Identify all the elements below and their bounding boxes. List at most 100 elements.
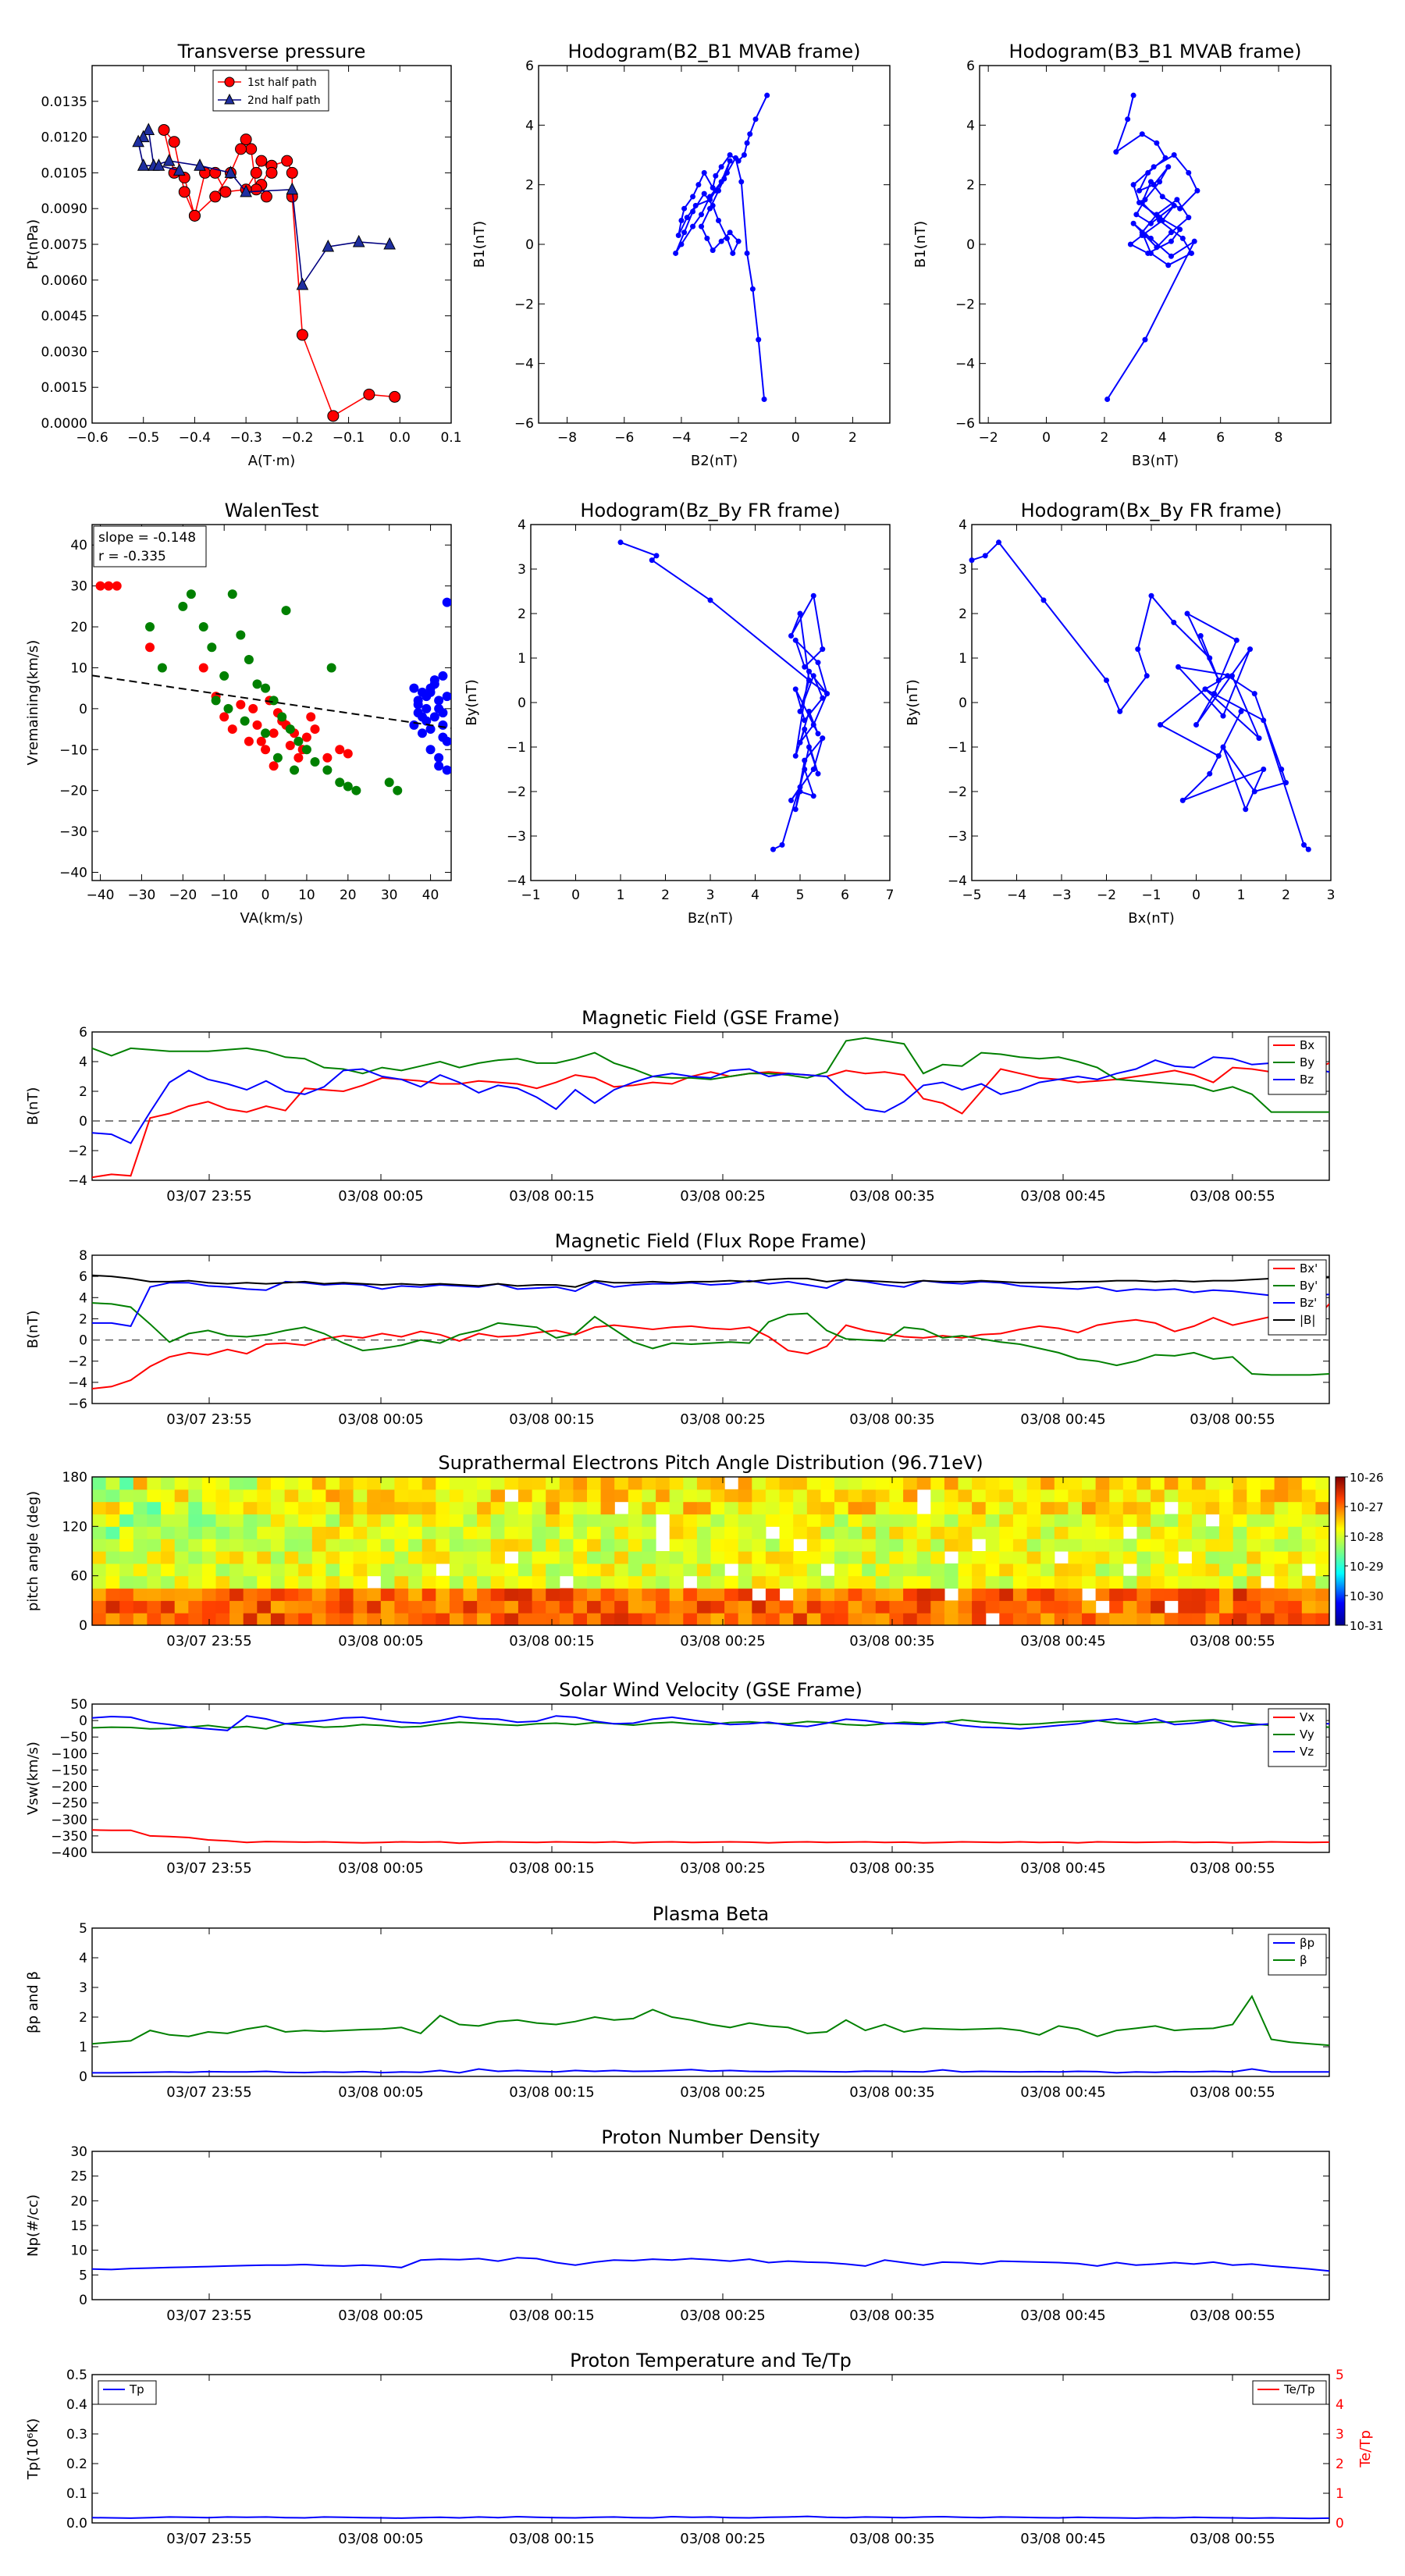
pad-cell: [765, 1551, 781, 1564]
pad-cell: [875, 1588, 890, 1601]
pad-cell: [367, 1613, 382, 1626]
pad-cell: [1109, 1477, 1124, 1490]
vsw-legend-label: Vz: [1300, 1745, 1314, 1759]
pad-cell: [1274, 1477, 1289, 1490]
pad-cell: [944, 1526, 959, 1539]
pad-cell: [161, 1539, 176, 1552]
pad-cell: [614, 1526, 629, 1539]
hodo_bxby-xtick-label: −5: [962, 888, 981, 903]
pad-cell: [944, 1600, 959, 1614]
pad-cell: [1151, 1563, 1165, 1577]
pad-cell: [1301, 1575, 1316, 1589]
transverse-point-1st: [363, 388, 375, 400]
pad-cell: [436, 1489, 450, 1503]
hodo_b3b1-point: [1147, 235, 1154, 241]
walen-point-x: [322, 753, 333, 763]
pad-cell: [669, 1514, 684, 1527]
pad-cell: [325, 1514, 340, 1527]
pad-cell: [380, 1526, 395, 1539]
pad-cell: [1151, 1551, 1165, 1564]
pad-cell: [229, 1477, 244, 1490]
pad-cell: [161, 1575, 176, 1589]
pad-cell: [518, 1526, 533, 1539]
pad-cell: [683, 1526, 698, 1539]
pad-cell: [1095, 1563, 1110, 1577]
pad-cell: [1315, 1526, 1330, 1539]
hodo_bzby-xtick-label: 3: [706, 888, 715, 903]
hodo_bxby-point: [1135, 646, 1141, 653]
pad-cell: [669, 1477, 684, 1490]
pad-cell: [1095, 1575, 1110, 1589]
hodo_bzby-point: [788, 633, 794, 639]
walen-point-y: [227, 589, 237, 600]
pad-cell: [1109, 1575, 1124, 1589]
walen-point-y: [293, 736, 304, 746]
pad-cell: [600, 1477, 615, 1490]
mag_gse-ylabel: B(nT): [25, 1087, 41, 1126]
pad-cell: [656, 1489, 670, 1503]
pad-cell: [614, 1575, 629, 1589]
mag_fr-legend-label: Bz': [1300, 1296, 1317, 1310]
hodo_bzby-point: [820, 735, 826, 742]
hodo_b3b1-point: [1157, 179, 1163, 185]
hodo_b3b1-ytick-label: 6: [966, 59, 975, 74]
pad-cell: [1301, 1600, 1316, 1614]
mag_fr-legend-label: By': [1300, 1279, 1318, 1293]
pad-cell: [119, 1489, 134, 1503]
pad-cell: [1232, 1514, 1247, 1527]
walen-point-y: [351, 785, 361, 795]
pad-cell: [1315, 1489, 1330, 1503]
pad-cell: [1012, 1575, 1028, 1589]
mag_gse-legend-label: By: [1300, 1055, 1314, 1069]
transverse-ylabel: Pt(nPa): [25, 219, 41, 269]
pad-cell: [985, 1526, 1000, 1539]
pad-cell: [1122, 1514, 1137, 1527]
mag_fr-ytick-label: −4: [68, 1375, 87, 1391]
pad-cell: [559, 1539, 574, 1552]
pad-cell: [779, 1600, 794, 1614]
pad-cell: [656, 1551, 670, 1564]
mag_fr-ylabel: B(nT): [25, 1311, 41, 1349]
mag_gse-series-By: [92, 1037, 1329, 1113]
pad-cell: [738, 1526, 752, 1539]
pad-cell: [834, 1600, 849, 1614]
hodo_b2b1-point: [675, 233, 681, 239]
pad-cell: [215, 1563, 230, 1577]
pad-cell: [243, 1613, 258, 1626]
pad-cell: [1136, 1563, 1151, 1577]
pad-cell: [1164, 1563, 1179, 1577]
pad-cell: [573, 1514, 588, 1527]
pad-cell: [367, 1501, 382, 1515]
pad-cell: [284, 1539, 299, 1552]
pad-cell: [340, 1613, 354, 1626]
pad-cell: [477, 1526, 492, 1539]
pad-cell: [1274, 1526, 1289, 1539]
pad-cell: [696, 1551, 712, 1564]
pad-cell: [834, 1613, 849, 1626]
hodo_bxby-point: [1247, 646, 1253, 653]
hodo_b3b1-point: [1147, 250, 1154, 256]
beta-legend-label: β: [1300, 1953, 1307, 1967]
pad-cell: [490, 1539, 505, 1552]
hodo_b2b1-xtick-label: −8: [557, 430, 577, 446]
pad-cell: [1315, 1563, 1330, 1577]
pad-cell: [820, 1588, 835, 1601]
pad-cell: [340, 1501, 354, 1515]
pad-cell: [1040, 1539, 1055, 1552]
pad-cell: [1122, 1588, 1137, 1601]
pad-cell: [903, 1539, 918, 1552]
walen-title: WalenTest: [225, 500, 319, 521]
pad-cell: [862, 1575, 877, 1589]
hodo_b3b1-point: [1145, 169, 1151, 176]
pad-cell: [92, 1613, 107, 1626]
pad-cell: [958, 1489, 973, 1503]
pad-cell: [1247, 1563, 1261, 1577]
pad-cell: [1136, 1526, 1151, 1539]
transverse-point-1st: [389, 390, 401, 403]
walen-xtick-label: 30: [381, 888, 398, 903]
pad-cell: [1040, 1477, 1055, 1490]
transverse-point-1st: [255, 155, 268, 167]
hodo_bxby-point: [1176, 664, 1181, 670]
pad-cell: [1026, 1588, 1041, 1601]
pad-cell: [1054, 1539, 1069, 1552]
